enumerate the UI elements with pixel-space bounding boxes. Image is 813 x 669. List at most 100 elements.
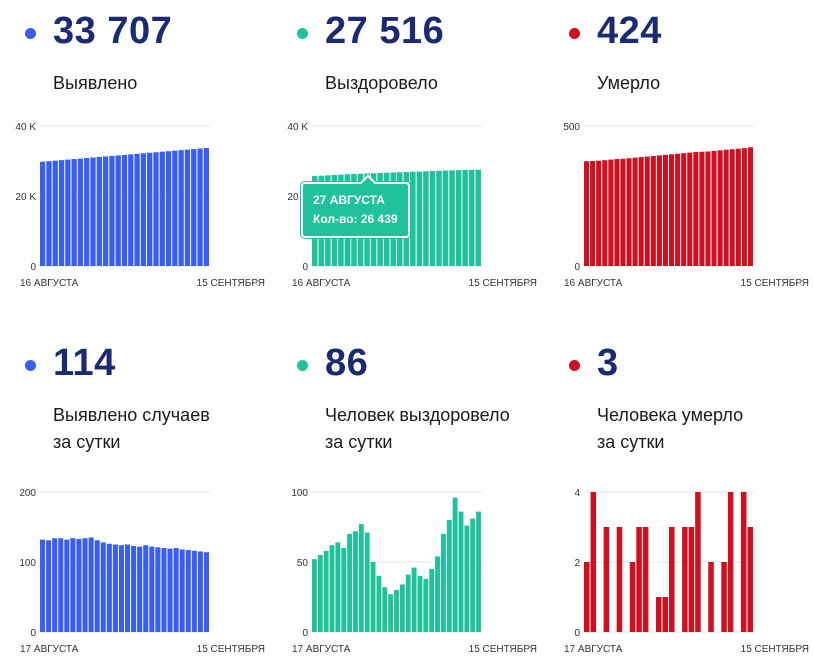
bar[interactable] — [416, 171, 423, 267]
bar[interactable] — [40, 539, 46, 632]
bar[interactable] — [740, 492, 747, 632]
bar[interactable] — [370, 562, 376, 632]
bar[interactable] — [735, 148, 741, 266]
bar[interactable] — [172, 150, 178, 266]
bar[interactable] — [603, 527, 610, 632]
bar[interactable] — [77, 158, 84, 266]
bar[interactable] — [329, 545, 335, 632]
bar[interactable] — [602, 160, 608, 266]
bar[interactable] — [747, 527, 753, 632]
bar[interactable] — [90, 157, 96, 267]
bar[interactable] — [165, 151, 172, 266]
bar[interactable] — [178, 150, 184, 266]
bar[interactable] — [717, 150, 723, 266]
bar[interactable] — [695, 492, 701, 632]
bar[interactable] — [121, 154, 128, 266]
bar[interactable] — [347, 534, 353, 632]
bar[interactable] — [203, 552, 209, 632]
bar[interactable] — [161, 548, 167, 632]
bar[interactable] — [58, 538, 64, 632]
bar[interactable] — [688, 527, 695, 632]
bar[interactable] — [323, 550, 329, 632]
bar[interactable] — [435, 556, 440, 632]
bar[interactable] — [84, 158, 90, 266]
bar[interactable] — [184, 149, 191, 266]
bar[interactable] — [106, 543, 112, 632]
bar[interactable] — [191, 149, 197, 266]
bar[interactable] — [312, 559, 317, 632]
bar[interactable] — [452, 497, 458, 632]
bar[interactable] — [708, 562, 714, 632]
bar[interactable] — [705, 151, 711, 266]
bar[interactable] — [429, 171, 436, 266]
bar[interactable] — [191, 550, 197, 632]
bar[interactable] — [632, 157, 638, 266]
bar[interactable] — [94, 540, 100, 632]
bar[interactable] — [40, 161, 46, 266]
bar[interactable] — [112, 544, 118, 633]
bar[interactable] — [711, 150, 717, 266]
bar[interactable] — [128, 154, 134, 266]
bar[interactable] — [614, 159, 620, 266]
bar[interactable] — [669, 527, 675, 632]
bar[interactable] — [596, 160, 602, 266]
bar[interactable] — [100, 542, 106, 632]
bar[interactable] — [590, 161, 596, 266]
bar[interactable] — [382, 587, 388, 632]
bar[interactable] — [455, 170, 462, 266]
bar[interactable] — [687, 152, 693, 266]
bar[interactable] — [131, 545, 137, 632]
bar[interactable] — [723, 149, 729, 266]
bar[interactable] — [721, 562, 727, 632]
bar[interactable] — [475, 169, 481, 266]
bar[interactable] — [417, 576, 423, 632]
bar[interactable] — [153, 152, 159, 266]
bar[interactable] — [140, 153, 147, 266]
bar[interactable] — [203, 148, 209, 266]
bar[interactable] — [137, 546, 143, 632]
bar[interactable] — [458, 511, 464, 632]
bar[interactable] — [394, 590, 399, 632]
bar[interactable] — [410, 171, 416, 266]
bar[interactable] — [96, 156, 102, 266]
bar[interactable] — [584, 161, 590, 266]
bar[interactable] — [388, 594, 394, 632]
bar[interactable] — [58, 160, 65, 266]
bar[interactable] — [464, 525, 470, 632]
bar[interactable] — [341, 548, 347, 632]
bar[interactable] — [642, 527, 649, 632]
bar[interactable] — [118, 545, 124, 632]
bar[interactable] — [155, 547, 161, 632]
bar[interactable] — [584, 562, 590, 632]
bar[interactable] — [82, 538, 88, 632]
bar[interactable] — [446, 520, 452, 632]
bar[interactable] — [134, 153, 140, 266]
bar[interactable] — [76, 538, 82, 632]
bar[interactable] — [590, 492, 597, 632]
bar[interactable] — [52, 160, 58, 266]
bar[interactable] — [65, 159, 71, 266]
bar[interactable] — [699, 151, 705, 266]
bar[interactable] — [440, 534, 446, 632]
bar[interactable] — [608, 159, 614, 266]
bar[interactable] — [185, 550, 191, 632]
bar[interactable] — [88, 537, 94, 633]
bar[interactable] — [109, 155, 115, 266]
bar[interactable] — [335, 542, 341, 632]
bar[interactable] — [167, 548, 173, 632]
bar[interactable] — [46, 540, 52, 632]
bar[interactable] — [449, 170, 455, 266]
bar[interactable] — [650, 155, 656, 266]
bar[interactable] — [115, 155, 121, 266]
bar[interactable] — [411, 567, 417, 632]
bar[interactable] — [46, 161, 52, 266]
bar[interactable] — [476, 511, 481, 632]
bar[interactable] — [727, 492, 734, 632]
bar[interactable] — [405, 574, 411, 632]
bar[interactable] — [729, 149, 735, 266]
bar[interactable] — [423, 578, 429, 632]
bar[interactable] — [358, 524, 364, 632]
bar[interactable] — [620, 158, 626, 266]
bar[interactable] — [636, 527, 642, 632]
bar[interactable] — [442, 170, 449, 266]
